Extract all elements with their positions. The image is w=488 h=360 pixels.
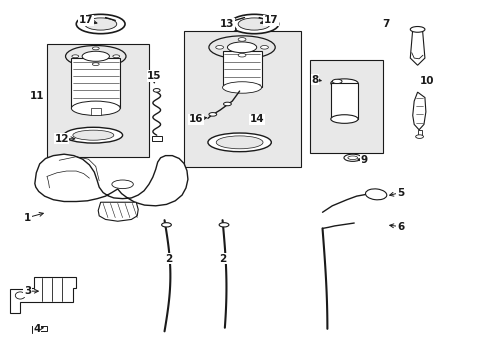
Ellipse shape [72,55,79,58]
Ellipse shape [64,127,122,143]
Ellipse shape [153,89,160,92]
Ellipse shape [347,156,357,159]
Ellipse shape [207,133,271,152]
Polygon shape [412,92,425,130]
Polygon shape [409,30,424,65]
Ellipse shape [330,79,357,87]
Text: 2: 2 [165,254,172,264]
Polygon shape [91,108,101,116]
Bar [183,31,300,167]
Ellipse shape [229,14,278,34]
Ellipse shape [222,82,261,93]
Polygon shape [71,58,120,108]
Ellipse shape [161,223,171,227]
Ellipse shape [112,180,133,189]
Ellipse shape [260,45,268,49]
Polygon shape [152,136,161,140]
Ellipse shape [409,27,424,32]
Text: 12: 12 [54,134,69,144]
Ellipse shape [238,18,270,30]
Ellipse shape [415,135,423,138]
Ellipse shape [238,38,245,41]
Ellipse shape [208,113,216,116]
Ellipse shape [71,101,120,116]
Ellipse shape [92,63,99,66]
Ellipse shape [15,292,25,299]
Text: 14: 14 [249,114,264,124]
Polygon shape [417,130,421,135]
Text: 16: 16 [188,114,203,124]
Bar [310,60,383,153]
Ellipse shape [219,223,228,227]
Ellipse shape [331,79,341,84]
Polygon shape [98,202,138,221]
Text: 15: 15 [147,71,161,81]
Ellipse shape [65,45,126,67]
Ellipse shape [215,45,223,49]
Ellipse shape [343,154,361,161]
Bar [47,44,149,157]
Text: 2: 2 [219,254,226,264]
Text: 11: 11 [30,91,44,101]
Ellipse shape [238,53,245,57]
Text: 6: 6 [396,222,404,231]
Text: 7: 7 [382,19,389,29]
Text: 10: 10 [419,76,434,86]
Ellipse shape [223,102,231,106]
Ellipse shape [76,14,125,34]
Ellipse shape [82,51,109,61]
Ellipse shape [84,18,117,30]
Polygon shape [10,277,76,313]
Text: 3: 3 [24,286,31,296]
Text: 9: 9 [360,155,367,165]
Text: 8: 8 [311,75,318,85]
Text: 5: 5 [396,188,404,198]
Text: 13: 13 [220,19,234,29]
Ellipse shape [113,55,120,58]
Ellipse shape [216,136,263,149]
Ellipse shape [365,189,386,200]
Ellipse shape [330,115,357,123]
Polygon shape [330,83,357,119]
Text: 17: 17 [79,15,93,26]
Ellipse shape [92,47,99,50]
Text: 4: 4 [34,324,41,334]
Polygon shape [222,51,261,87]
Ellipse shape [73,130,114,140]
Polygon shape [35,154,187,206]
Text: 17: 17 [264,15,278,26]
Text: 1: 1 [24,213,31,222]
Ellipse shape [227,42,256,53]
Polygon shape [32,326,47,333]
Ellipse shape [208,36,275,59]
